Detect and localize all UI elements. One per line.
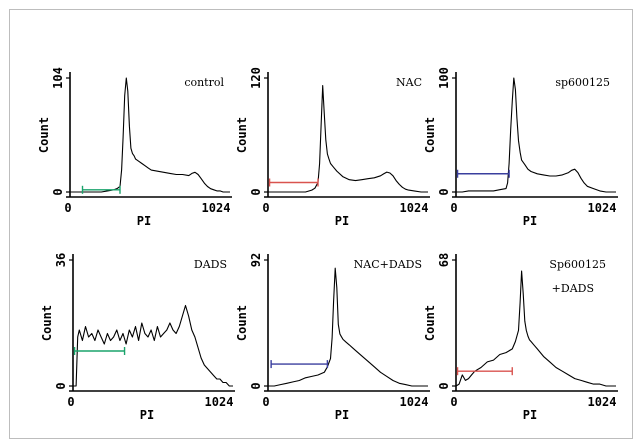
x-axis-label: PI [137,214,151,228]
x-axis-label: PI [140,408,154,422]
y-axis-label: Count [235,117,249,153]
panel-title: Sp600125 [549,258,606,271]
histogram-panel: 120 0 Count 0 1024 PI NAC [235,67,430,228]
y-tick-label: 100 [437,67,451,89]
x-tick-label: 0 [67,395,74,409]
x-tick-label: 0 [64,201,71,215]
y-axis-label: Count [37,117,51,153]
x-tick-label: 1024 [400,201,429,215]
gate-marker [456,169,510,178]
histogram-grid: 104 0 Count 0 1024 PI control 120 0 Count 0 1024 PI N… [37,67,618,422]
panel-title: NAC [396,76,422,89]
x-axis-label: PI [523,408,537,422]
x-axis-label: PI [335,408,349,422]
histogram-panel: 104 0 Count 0 1024 PI control [37,67,232,228]
y-tick-label: 120 [249,67,263,89]
panel-title: control [184,76,224,89]
y-axis-label: Count [235,305,249,341]
x-tick-label: 0 [262,201,269,215]
histogram-trace [268,85,428,193]
y-tick-label: 0 [51,188,65,195]
histogram-trace [268,267,428,387]
histogram-trace [73,304,233,387]
y-tick-label: 0 [437,188,451,195]
y-tick-label: 0 [249,382,263,389]
panel-title-line2: +DADS [552,282,594,295]
gate-marker [456,367,513,376]
figure-panel: 104 0 Count 0 1024 PI control 120 0 Count 0 1024 PI N… [9,9,633,439]
x-tick-label: 1024 [588,201,617,215]
y-axis-label: Count [40,305,54,341]
histogram-panel: 100 0 Count 0 1024 PI sp600125 [423,67,618,228]
x-tick-label: 1024 [202,201,231,215]
gate-marker [270,360,329,369]
histogram-trace [455,270,616,387]
y-tick-label: 0 [54,382,68,389]
x-tick-label: 0 [262,395,269,409]
panel-title: NAC+DADS [354,258,422,271]
y-tick-label: 68 [437,253,451,267]
histogram-panel: 92 0 Count 0 1024 PI NAC+DADS [235,253,430,422]
y-tick-label: 0 [249,188,263,195]
x-tick-label: 0 [450,395,457,409]
gate-marker [81,185,121,194]
x-tick-label: 1024 [400,395,429,409]
x-tick-label: 1024 [205,395,234,409]
gate-marker [73,347,126,355]
x-tick-label: 0 [450,201,457,215]
gate-marker [268,178,319,187]
x-tick-label: 1024 [588,395,617,409]
histogram-panel: 36 0 Count 0 1024 PI DADS [40,253,235,422]
x-axis-label: PI [335,214,349,228]
y-axis-label: Count [423,305,437,341]
histogram-trace [70,77,230,193]
y-tick-label: 0 [437,382,451,389]
y-tick-label: 92 [249,253,263,267]
y-tick-label: 104 [51,67,65,89]
histogram-trace [456,77,616,193]
histogram-panel: 68 0 Count 0 1024 PI Sp600125 +DADS [423,253,618,422]
y-tick-label: 36 [54,253,68,267]
y-axis-label: Count [423,117,437,153]
panel-title: sp600125 [555,76,610,89]
x-axis-label: PI [523,214,537,228]
panel-title: DADS [194,258,227,271]
